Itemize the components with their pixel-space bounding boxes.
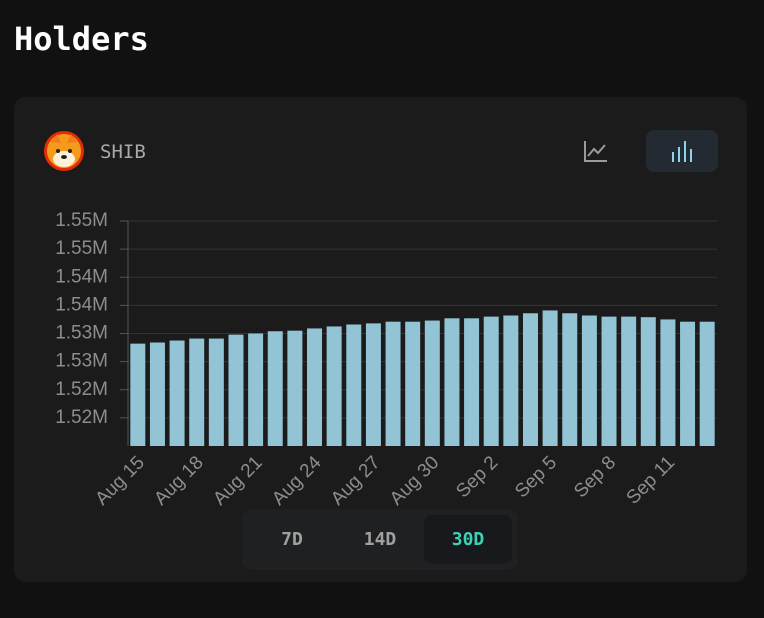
range-button[interactable]: 7D <box>281 529 303 550</box>
bar <box>365 323 381 446</box>
token-symbol: SHIB <box>100 141 146 163</box>
y-tick-label: 1.55M <box>55 210 108 231</box>
x-tick-label: Aug 30 <box>386 452 443 509</box>
bar <box>562 313 578 446</box>
bar <box>346 324 362 446</box>
page-title: Holders <box>14 20 149 58</box>
y-tick-label: 1.55M <box>55 238 108 259</box>
y-tick-label: 1.52M <box>55 407 108 428</box>
bar <box>581 315 597 446</box>
bar <box>424 320 440 446</box>
bar <box>169 340 185 446</box>
bar <box>522 313 538 446</box>
bar <box>267 331 283 446</box>
bar <box>228 334 244 446</box>
bar <box>660 319 676 446</box>
line-icon <box>584 141 607 162</box>
bar <box>385 321 401 446</box>
x-tick-label: Sep 8 <box>570 452 620 502</box>
bar <box>542 310 558 446</box>
bar <box>405 321 421 446</box>
bar <box>699 321 715 446</box>
y-tick-label: 1.53M <box>55 351 108 372</box>
bar <box>189 338 205 446</box>
bar <box>503 315 519 446</box>
x-tick-label: Sep 2 <box>452 452 502 502</box>
bar <box>464 318 480 446</box>
bar <box>621 316 637 446</box>
bar <box>326 326 342 446</box>
y-tick-label: 1.54M <box>55 266 108 287</box>
bar <box>149 342 165 446</box>
bar <box>444 318 460 446</box>
x-tick-label: Aug 24 <box>268 452 326 510</box>
x-tick-label: Aug 27 <box>327 452 384 509</box>
bar <box>680 321 696 446</box>
bar <box>248 333 264 446</box>
x-tick-label: Sep 11 <box>623 452 679 508</box>
range-selector: 7D 14D 30D <box>242 509 518 570</box>
bar <box>640 317 656 446</box>
bar <box>307 328 323 446</box>
bar <box>208 338 224 446</box>
x-tick-label: Aug 21 <box>209 452 266 509</box>
x-tick-label: Aug 15 <box>91 452 148 509</box>
range-button[interactable]: 30D <box>424 515 512 564</box>
x-tick-label: Aug 18 <box>150 452 207 509</box>
x-tick-label: Sep 5 <box>511 452 561 502</box>
bar <box>601 316 617 446</box>
y-tick-label: 1.54M <box>55 294 108 315</box>
token-logo <box>44 131 84 171</box>
range-button[interactable]: 14D <box>363 529 397 550</box>
bar <box>130 343 146 446</box>
bar-icon <box>672 141 692 162</box>
bar <box>287 330 303 446</box>
y-tick-label: 1.53M <box>55 323 108 344</box>
bar-chart-toggle[interactable] <box>646 130 718 172</box>
y-tick-label: 1.52M <box>55 379 108 400</box>
bar <box>483 316 499 446</box>
line-chart-toggle[interactable] <box>560 130 632 172</box>
